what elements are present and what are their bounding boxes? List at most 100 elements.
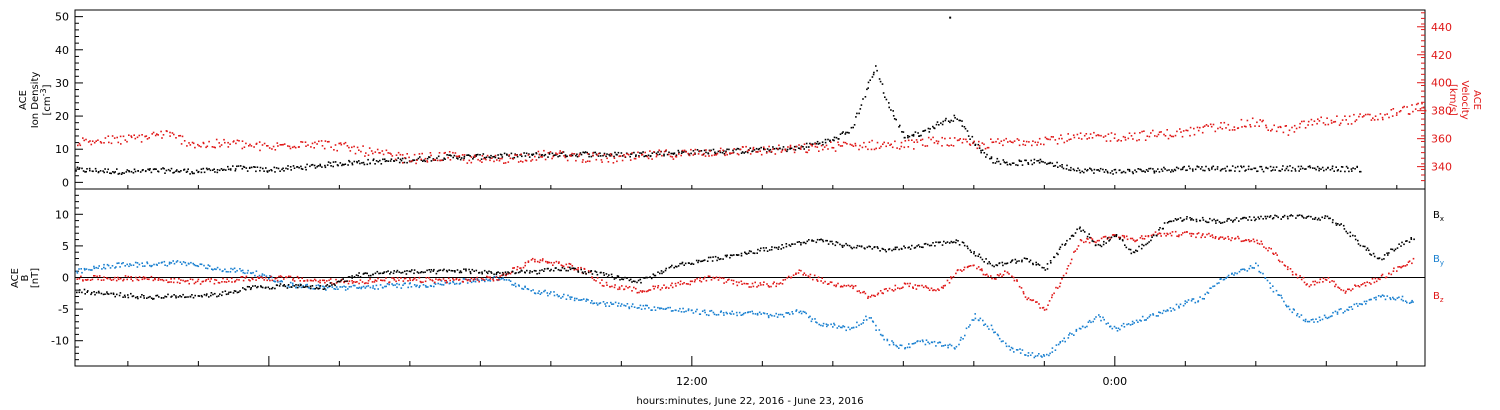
by-point [84, 269, 86, 271]
bz-point [1214, 237, 1217, 240]
bx-point [366, 272, 368, 275]
velocity-point [178, 135, 180, 137]
density-point [1091, 169, 1093, 172]
density-point [324, 164, 326, 167]
velocity-point [976, 147, 979, 150]
density-point [500, 154, 503, 156]
velocity-point [1143, 130, 1145, 132]
bz-point [1150, 234, 1153, 237]
bz-point [1212, 236, 1214, 239]
by-point [955, 345, 958, 348]
bx-point [119, 292, 122, 294]
bz-point [434, 281, 436, 284]
by-point [670, 310, 673, 312]
by-point [997, 334, 1000, 337]
bx-point [958, 244, 961, 246]
velocity-point [683, 149, 686, 152]
bx-point [856, 244, 859, 247]
bx-point [891, 249, 893, 252]
velocity-point [1181, 135, 1184, 138]
bz-point [263, 279, 265, 281]
density-point [538, 156, 540, 159]
density-point [1018, 160, 1021, 162]
bz-point [1219, 236, 1222, 238]
velocity-point [525, 160, 528, 162]
bx-point [106, 291, 108, 293]
bx-point [1274, 214, 1276, 217]
bx-point [393, 270, 395, 272]
bz-point [458, 278, 461, 281]
bx-point [1275, 215, 1278, 217]
bx-point [359, 276, 362, 278]
velocity-point [1085, 133, 1088, 135]
velocity-point [1280, 126, 1282, 129]
bz-point [1375, 280, 1378, 283]
bx-point [481, 272, 483, 275]
by-point [1159, 311, 1161, 314]
bx-point [483, 269, 486, 272]
bx-point [187, 296, 189, 298]
density-point [1006, 163, 1009, 166]
by-point [769, 313, 772, 316]
bx-point [932, 242, 934, 244]
by-point [433, 285, 435, 288]
bx-point [709, 256, 712, 259]
density-point [714, 151, 716, 154]
bx-point [1080, 230, 1082, 232]
by-point [653, 306, 656, 308]
by-point [1149, 314, 1152, 316]
density-point [1168, 169, 1170, 171]
bz-point [773, 281, 775, 283]
bz-point [982, 273, 985, 276]
bx-point [378, 272, 380, 275]
density-point [829, 139, 831, 142]
bz-point [269, 279, 271, 282]
velocity-point [1354, 120, 1356, 123]
density-point [311, 163, 314, 166]
bx-point [724, 254, 727, 257]
velocity-point [887, 142, 889, 144]
velocity-point [387, 152, 389, 154]
velocity-point [768, 150, 771, 153]
by-point [979, 317, 982, 320]
bz-point [874, 295, 876, 297]
bz-point [312, 280, 314, 282]
density-point [97, 171, 100, 173]
bz-point [879, 290, 882, 292]
bz-point [1091, 238, 1094, 240]
bx-point [1035, 264, 1038, 266]
velocity-point [378, 152, 380, 154]
by-point [1369, 298, 1371, 301]
bx-point [1199, 219, 1202, 222]
by-point [1258, 270, 1260, 273]
bz-point [76, 278, 79, 280]
velocity-point [503, 162, 505, 164]
by-point [610, 301, 612, 304]
velocity-point [1000, 140, 1003, 142]
density-point [1282, 165, 1284, 167]
by-point [422, 284, 425, 286]
by-point [1087, 321, 1090, 323]
bz-point [1289, 268, 1292, 270]
bz-point [194, 281, 197, 284]
bx-point [353, 276, 356, 278]
velocity-point [864, 145, 867, 148]
velocity-point [1348, 115, 1351, 118]
density-point [412, 159, 414, 161]
density-point [1237, 165, 1239, 168]
bz-point [986, 273, 988, 276]
bx-point [1248, 216, 1251, 218]
bx-point [1174, 218, 1177, 220]
density-point [448, 154, 450, 156]
velocity-point [534, 155, 536, 158]
density-point [503, 152, 506, 155]
bx-point [1359, 244, 1362, 247]
velocity-point [1414, 108, 1417, 110]
velocity-point [566, 159, 569, 162]
bz-point [452, 277, 454, 280]
velocity-point [685, 151, 687, 153]
velocity-point [424, 157, 427, 160]
bz-point [1398, 266, 1401, 268]
bx-point [429, 271, 432, 273]
by-point [1381, 294, 1384, 296]
